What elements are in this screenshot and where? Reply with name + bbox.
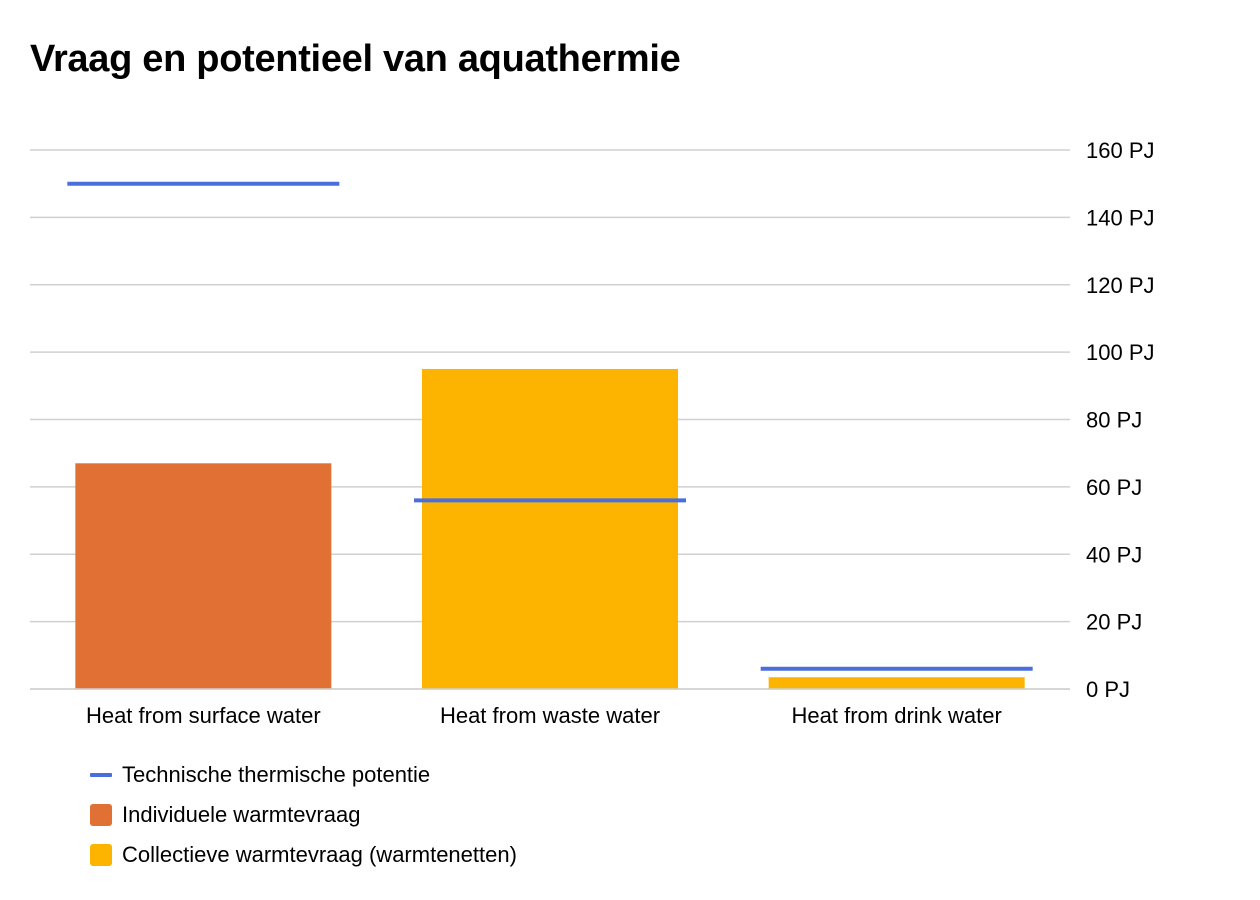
x-category-label-0: Heat from surface water — [86, 703, 321, 728]
bar-series1-cat0 — [75, 463, 332, 689]
chart-legend: Technische thermische potentie Individue… — [90, 755, 517, 875]
bar-series2-cat1 — [422, 368, 678, 689]
y-tick-label-140: 140 PJ — [1086, 205, 1155, 230]
x-category-label-1: Heat from waste water — [440, 703, 660, 728]
y-tick-label-60: 60 PJ — [1086, 475, 1142, 500]
legend-item-collectieve-warmtevraag[interactable]: Collectieve warmtevraag (warmtenetten) — [90, 835, 517, 875]
legend-swatch-technische-potentie — [90, 773, 112, 777]
y-tick-label-80: 80 PJ — [1086, 408, 1142, 433]
legend-label-collectieve-warmtevraag: Collectieve warmtevraag (warmtenetten) — [122, 842, 517, 867]
x-category-label-2: Heat from drink water — [792, 703, 1002, 728]
y-tick-label-160: 160 PJ — [1086, 138, 1155, 163]
chart-canvas: 0 PJ 20 PJ 40 PJ 60 PJ 80 PJ 100 PJ 120 PJ 140 … — [30, 138, 1155, 728]
legend-label-individuele-warmtevraag: Individuele warmtevraag — [122, 802, 361, 827]
y-tick-label-100: 100 PJ — [1086, 340, 1155, 365]
bar-series2-cat2 — [768, 677, 1025, 689]
legend-item-individuele-warmtevraag[interactable]: Individuele warmtevraag — [90, 795, 517, 835]
legend-label-technische-potentie: Technische thermische potentie — [122, 762, 431, 787]
legend-swatch-individuele-warmtevraag — [90, 804, 112, 826]
legend-swatch-collectieve-warmtevraag — [90, 844, 112, 866]
y-tick-label-120: 120 PJ — [1086, 273, 1155, 298]
chart-title: Vraag en potentieel van aquathermie — [30, 38, 681, 80]
y-tick-label-40: 40 PJ — [1086, 542, 1142, 567]
y-tick-label-20: 20 PJ — [1086, 610, 1142, 635]
y-tick-label-0: 0 PJ — [1086, 677, 1130, 702]
legend-item-technische-potentie[interactable]: Technische thermische potentie — [90, 755, 517, 795]
